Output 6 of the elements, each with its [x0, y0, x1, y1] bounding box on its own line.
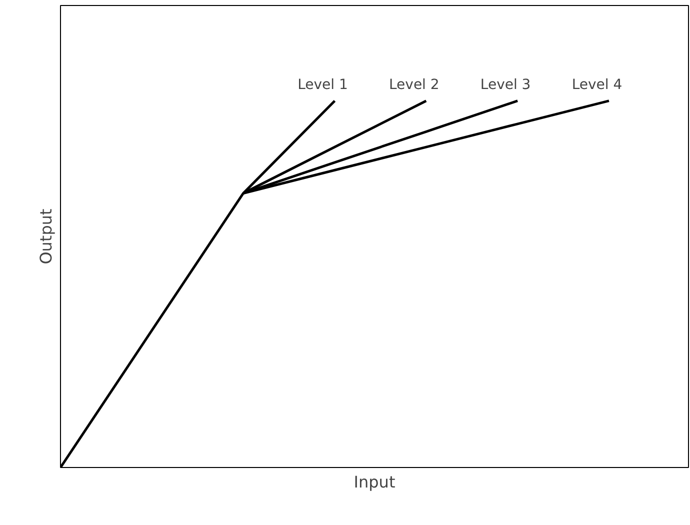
y-axis-title: Output	[36, 208, 56, 264]
series-label: Level 4	[572, 76, 622, 93]
series-label: Level 1	[298, 76, 348, 93]
series-label: Level 2	[388, 76, 440, 93]
series-label: Level 3	[480, 76, 531, 93]
x-axis-title: Input	[354, 472, 396, 492]
